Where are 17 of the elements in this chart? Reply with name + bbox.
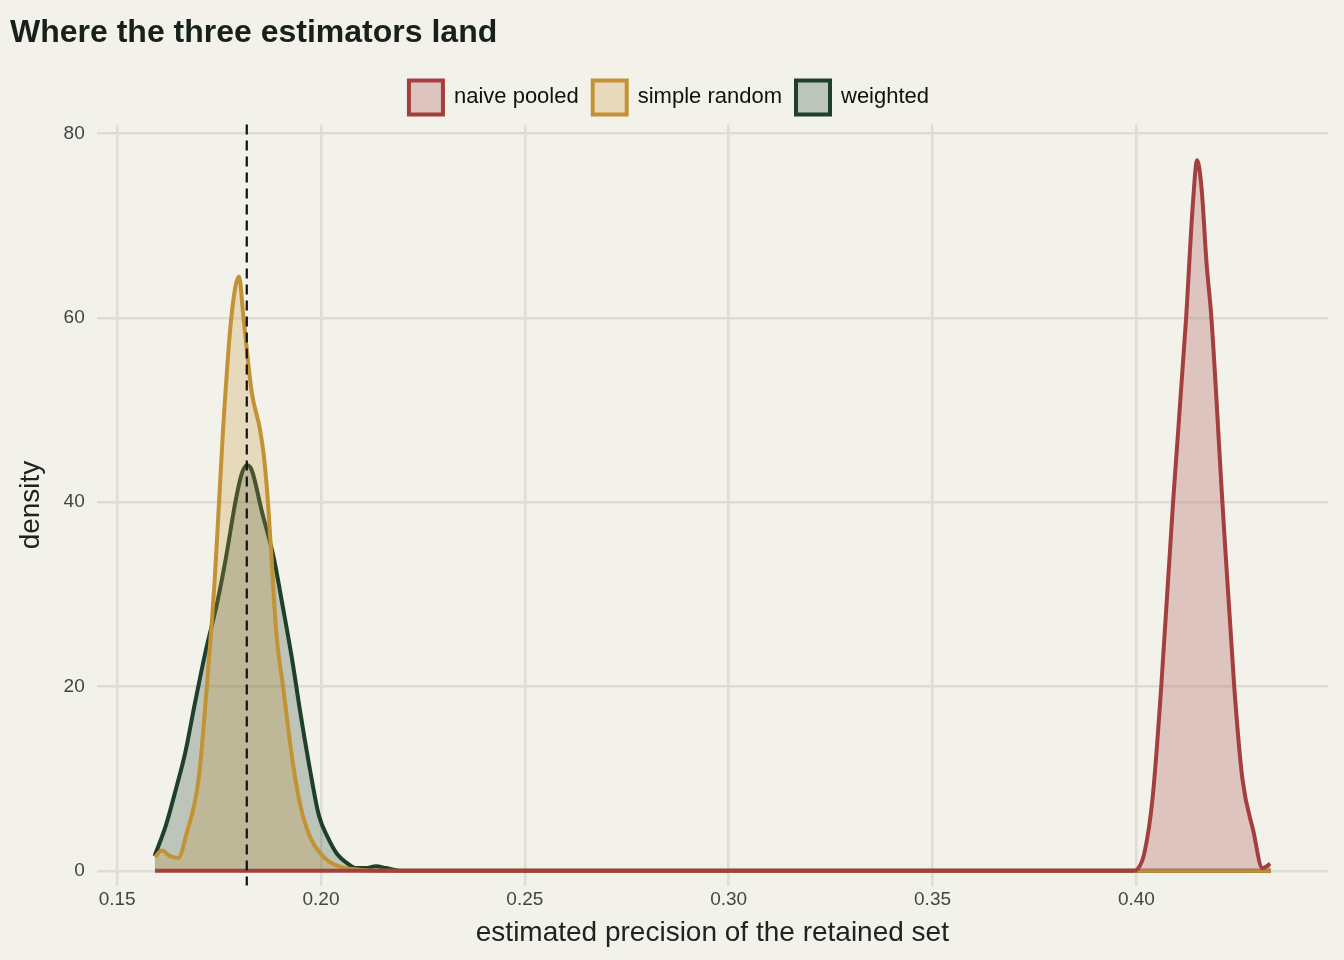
x-tick-label: 0.35: [914, 888, 952, 910]
x-axis-title: estimated precision of the retained set: [475, 915, 950, 947]
legend-label: weighted: [839, 83, 930, 109]
y-axis-title: density: [13, 460, 45, 550]
x-tick-label: 0.15: [98, 888, 136, 910]
x-tick-label: 0.40: [1117, 888, 1155, 910]
legend-label: naive pooled: [453, 83, 579, 109]
y-tick-label: 80: [63, 121, 85, 143]
legend-label: simple random: [637, 83, 782, 109]
x-tick-label: 0.30: [710, 888, 748, 910]
y-tick-label: 60: [63, 306, 85, 328]
y-tick-label: 0: [74, 859, 85, 881]
x-tick-label: 0.25: [506, 888, 544, 910]
y-tick-label: 40: [63, 490, 85, 512]
x-tick-label: 0.20: [302, 888, 340, 910]
chart-title: Where the three estimators land: [10, 13, 498, 50]
y-tick-label: 20: [63, 674, 85, 696]
